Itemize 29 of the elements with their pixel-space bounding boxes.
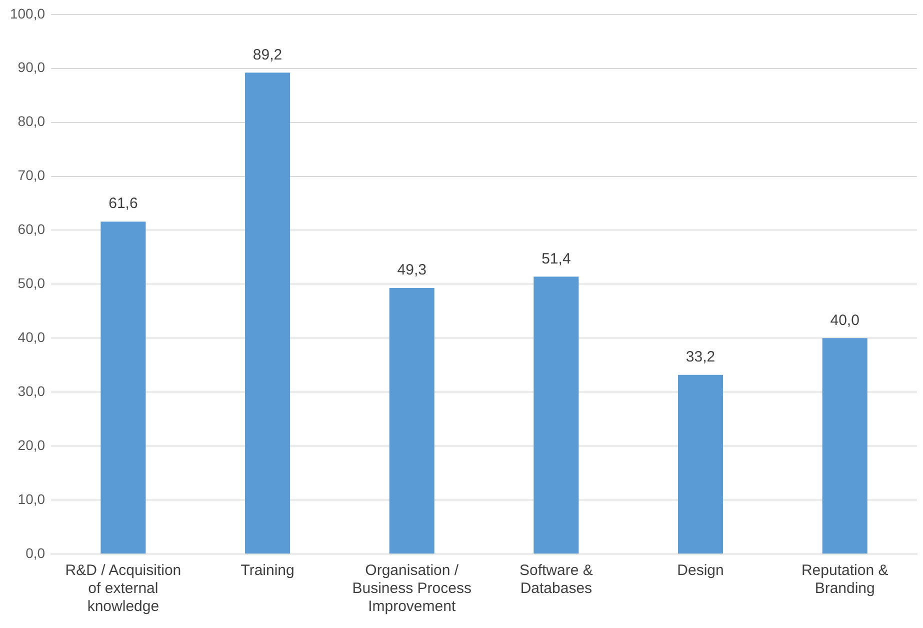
y-tick-label: 40,0 (18, 329, 46, 346)
x-tick-label: Organisation / Business Process Improvement (352, 562, 472, 616)
y-tick-label: 10,0 (18, 490, 46, 507)
x-tick-label: Reputation & Branding (801, 562, 888, 598)
y-tick-label: 50,0 (18, 275, 46, 292)
y-tick-label: 70,0 (18, 167, 46, 184)
bar (245, 72, 290, 554)
y-tick-label: 30,0 (18, 382, 46, 399)
data-label: 89,2 (252, 46, 282, 64)
x-tick-label: Design (677, 562, 724, 580)
bar (822, 338, 868, 554)
bar (534, 276, 579, 554)
bar (100, 222, 146, 554)
data-label: 40,0 (830, 312, 860, 329)
data-label: 33,2 (686, 348, 716, 366)
data-label: 61,6 (108, 195, 138, 212)
x-tick-label: Software & Databases (519, 562, 593, 598)
bar (678, 374, 724, 554)
x-tick-label: Training (240, 562, 294, 580)
x-tick-label: R&D / Acquisition of external knowledge (65, 562, 182, 616)
y-tick-label: 100,0 (10, 5, 46, 22)
data-label: 49,3 (397, 262, 426, 279)
y-tick-label: 0,0 (26, 544, 46, 561)
y-tick-label: 20,0 (18, 436, 46, 453)
data-label: 51,4 (542, 250, 571, 268)
bar (389, 288, 434, 554)
y-tick-label: 80,0 (18, 113, 46, 130)
y-tick-label: 90,0 (18, 59, 46, 76)
y-tick-label: 60,0 (18, 221, 46, 238)
